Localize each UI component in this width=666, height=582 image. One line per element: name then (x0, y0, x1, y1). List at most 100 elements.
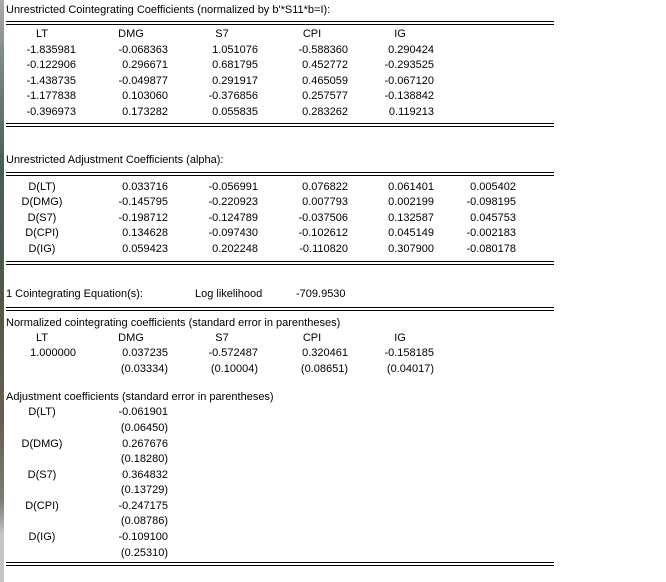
double-rule (6, 562, 554, 567)
alpha-value: 0.045149 (388, 227, 434, 240)
std-error: (0.04017) (386, 362, 434, 375)
std-error: (0.13729) (120, 484, 168, 497)
row-label: D(LT) (28, 180, 56, 193)
coef-value: 0.296671 (122, 59, 168, 72)
coef-value: 0.283262 (302, 105, 348, 118)
coef-value: 0.681795 (212, 59, 258, 72)
coint-table: LT DMG S7 CPI IG -1.835981 -0.068363 1.0… (6, 27, 666, 121)
alpha-value: -0.124789 (208, 211, 258, 224)
row-label: D(S7) (27, 211, 57, 224)
column-header: CPI (302, 28, 322, 40)
coef-value: -1.438735 (26, 74, 76, 87)
log-likelihood-value: -709.9530 (296, 287, 346, 300)
desktop-edge-strip (0, 0, 4, 582)
alpha-value: -0.198712 (118, 211, 168, 224)
alpha-value: -0.037506 (298, 211, 348, 224)
double-rule (6, 171, 554, 176)
summary-row: 1 Cointegrating Equation(s): Log likelih… (6, 287, 666, 302)
column-header: IG (394, 28, 406, 40)
alpha-table-title: Unrestricted Adjustment Coefficients (al… (6, 153, 224, 166)
normalized-value: -0.572487 (208, 347, 258, 360)
normalized-table: LT DMG S7 CPI IG 1.000000 0.037235 -0.57… (6, 331, 666, 378)
coef-value: 0.290424 (388, 43, 434, 56)
std-error: (0.06450) (120, 421, 168, 434)
row-label: D(IG) (28, 242, 56, 255)
coef-value: -0.376856 (208, 90, 258, 103)
adjustment-coef: -0.061901 (118, 406, 168, 419)
column-header: S7 (215, 28, 229, 40)
alpha-value: -0.098195 (466, 196, 516, 209)
normalized-table-title: Normalized cointegrating coefficients (s… (6, 316, 341, 329)
column-header: DMG (118, 331, 144, 344)
coef-value: -0.138842 (384, 90, 434, 103)
normalized-value: 1.000000 (30, 347, 76, 360)
coint-equation-count: 1 Cointegrating Equation(s): (6, 287, 143, 300)
coint-table-title: Unrestricted Cointegrating Coefficients … (6, 4, 331, 16)
normalized-value: 0.320461 (302, 347, 348, 360)
coef-value: -0.068363 (118, 43, 168, 56)
std-error: (0.18280) (120, 453, 168, 466)
adjustment-table: D(LT) -0.061901 (0.06450) D(DMG) 0.26767… (6, 405, 666, 561)
alpha-value: 0.076822 (302, 180, 348, 193)
alpha-value: -0.102612 (298, 227, 348, 240)
alpha-value: 0.002199 (388, 196, 434, 209)
alpha-value: 0.132587 (388, 211, 434, 224)
row-label: D(DMG) (21, 437, 63, 450)
alpha-value: -0.145795 (118, 196, 168, 209)
row-label: D(LT) (28, 406, 56, 419)
column-header: CPI (302, 331, 322, 344)
alpha-value: 0.005402 (470, 180, 516, 193)
normalized-value: 0.037235 (122, 347, 168, 360)
adjustment-table-title: Adjustment coefficients (standard error … (6, 391, 274, 404)
spacer-cell (6, 546, 92, 562)
spacer-cell (6, 452, 92, 468)
column-header: IG (394, 331, 406, 344)
double-rule (6, 122, 554, 127)
coef-value: 0.291917 (212, 74, 258, 87)
double-rule (6, 306, 554, 311)
std-error (6, 362, 92, 378)
coef-value: 0.119213 (388, 105, 434, 118)
double-rule (6, 260, 554, 265)
normalized-value: -0.158185 (384, 347, 434, 360)
alpha-value: -0.080178 (466, 242, 516, 255)
coef-value: -0.396973 (26, 105, 76, 118)
alpha-value: -0.220923 (208, 196, 258, 209)
coef-value: 1.051076 (212, 43, 258, 56)
coef-value: 0.103060 (122, 90, 168, 103)
log-likelihood-label: Log likelihood (195, 287, 263, 300)
coef-value: -0.122906 (26, 59, 76, 72)
adjustment-coef: 0.364832 (122, 468, 168, 481)
coef-value: 0.257577 (302, 90, 348, 103)
alpha-value: 0.061401 (388, 180, 434, 193)
column-header: LT (35, 28, 49, 40)
row-label: D(CPI) (25, 227, 59, 240)
alpha-value: -0.110820 (299, 242, 348, 255)
alpha-table: D(LT) 0.033716 -0.056991 0.076822 0.0614… (6, 180, 666, 258)
alpha-value: 0.134628 (122, 227, 168, 240)
coef-value: 0.465059 (302, 74, 348, 87)
alpha-value: 0.307900 (388, 242, 434, 255)
coef-value: -0.588360 (298, 43, 348, 56)
coef-value: -1.177838 (26, 90, 76, 103)
column-header: LT (35, 331, 49, 344)
row-label: D(S7) (27, 468, 57, 481)
alpha-value: 0.045753 (470, 211, 516, 224)
coef-value: -0.293525 (384, 59, 434, 72)
std-error: (0.25310) (120, 546, 168, 559)
std-error: (0.08651) (300, 362, 348, 375)
row-label: D(DMG) (21, 196, 63, 209)
alpha-value: 0.202248 (212, 242, 258, 255)
column-header: DMG (118, 28, 144, 40)
adjustment-coef: 0.267676 (122, 437, 168, 450)
alpha-value: 0.007793 (302, 196, 348, 209)
alpha-value: -0.056991 (208, 180, 258, 193)
adjustment-coef: -0.109100 (118, 531, 168, 544)
output-view: Unrestricted Cointegrating Coefficients … (4, 0, 666, 567)
column-header: S7 (215, 331, 229, 344)
coef-value: 0.173282 (122, 105, 168, 118)
coef-value: -1.835981 (26, 43, 76, 56)
double-rule (6, 21, 554, 25)
std-error: (0.08786) (120, 515, 168, 528)
